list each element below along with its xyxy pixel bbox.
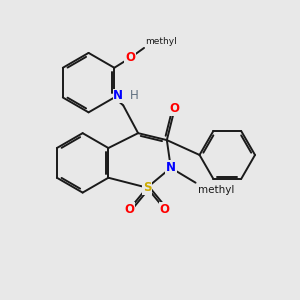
Text: H: H <box>130 89 139 102</box>
Text: methyl: methyl <box>198 185 234 195</box>
Text: O: O <box>125 51 135 64</box>
Text: O: O <box>170 102 180 115</box>
Text: N: N <box>113 89 123 102</box>
Text: O: O <box>124 203 134 216</box>
Text: N: N <box>166 161 176 174</box>
Text: S: S <box>143 181 151 194</box>
Text: methyl: methyl <box>145 37 177 46</box>
Text: O: O <box>160 203 170 216</box>
